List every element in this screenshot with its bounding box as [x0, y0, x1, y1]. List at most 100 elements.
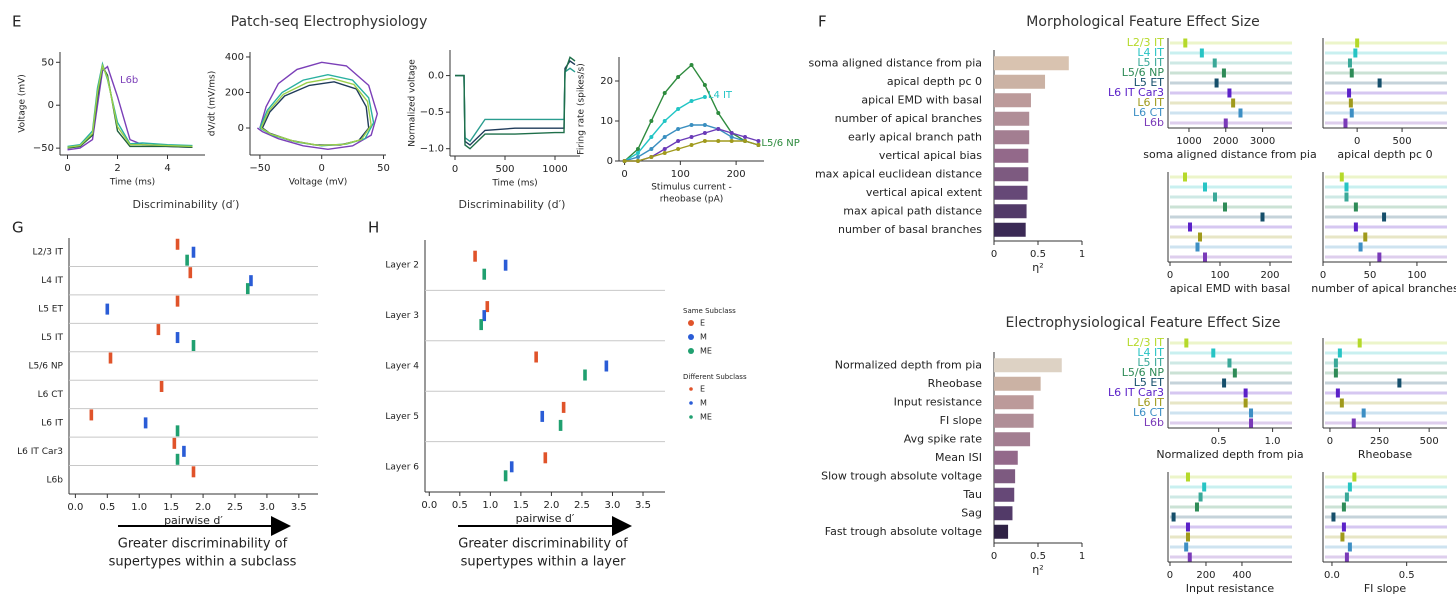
x-tick-label: 0.0	[421, 500, 437, 511]
point	[676, 107, 681, 111]
y-tick-label: 50	[41, 57, 54, 68]
category-label: Sag	[961, 506, 982, 519]
point	[635, 159, 640, 163]
x-tick-label: 0	[452, 164, 458, 175]
point	[702, 131, 707, 135]
category-label: max apical path distance	[843, 204, 982, 217]
arrow-caption: supertypes within a subclass	[109, 555, 297, 570]
panel-label: F	[818, 13, 827, 31]
x-axis-label: η²	[1032, 563, 1043, 576]
mean-marker	[1358, 242, 1363, 252]
x-tick-label: 3.5	[635, 500, 651, 511]
mean-marker	[1353, 222, 1358, 232]
mean-marker	[604, 360, 609, 372]
mean-marker	[1353, 48, 1358, 58]
mean-marker	[482, 310, 487, 322]
category-label: L2/3 IT	[32, 248, 63, 258]
mean-marker	[503, 470, 508, 482]
point	[756, 139, 761, 143]
point	[689, 143, 694, 147]
x-tick-label: 3.0	[259, 502, 275, 513]
y-axis-label: dV/dt (mV/ms)	[208, 71, 218, 136]
x-tick-label: 0.0	[67, 502, 83, 513]
x-tick-label: 0.5	[1211, 436, 1227, 447]
bar	[994, 358, 1062, 373]
mean-marker	[175, 332, 180, 344]
x-tick-label: 0.5	[452, 500, 468, 511]
category-label: Input resistance	[894, 395, 983, 408]
y-tick-label: 20	[600, 76, 613, 87]
mean-marker	[1188, 222, 1192, 232]
mean-marker	[1333, 368, 1338, 378]
category-label: L6 CT	[38, 390, 64, 400]
mean-marker	[1211, 348, 1216, 358]
bar	[994, 395, 1034, 410]
mean-marker	[543, 452, 548, 464]
bar	[994, 222, 1026, 237]
x-tick-label: 0	[1354, 136, 1360, 147]
mean-marker	[1344, 192, 1349, 202]
mean-marker	[188, 267, 193, 279]
mean-marker	[175, 295, 180, 307]
mean-marker	[1341, 522, 1346, 532]
mean-marker	[479, 319, 483, 331]
x-tick-label: 0.0	[1324, 570, 1340, 581]
point	[716, 127, 721, 131]
mean-marker	[1249, 418, 1254, 428]
mean-marker	[108, 352, 113, 364]
mean-marker	[249, 275, 253, 287]
x-tick-label: 0	[1167, 570, 1173, 581]
point	[702, 123, 707, 127]
point	[635, 155, 640, 159]
mean-marker	[1353, 202, 1358, 212]
point	[689, 135, 694, 139]
mean-marker	[1198, 232, 1202, 242]
y-tick-label: 10	[600, 116, 613, 127]
x-axis-label: Rheobase	[1358, 448, 1413, 461]
chart-title: Discriminability (d′)	[133, 198, 240, 211]
category-label: L5 ET	[1134, 376, 1165, 389]
mean-marker	[1222, 378, 1227, 388]
y-tick-label: 0	[607, 156, 613, 167]
point	[743, 139, 748, 143]
x-tick-label: 200	[727, 169, 746, 180]
mean-marker	[583, 369, 587, 381]
mean-marker	[1212, 58, 1217, 68]
x-tick-label: 3.5	[291, 502, 307, 513]
category-label: L6 IT	[1137, 96, 1164, 109]
trace	[260, 77, 372, 147]
trace	[67, 63, 193, 148]
point	[729, 135, 734, 139]
category-label: L4 IT	[1137, 346, 1164, 359]
mean-marker	[182, 445, 186, 457]
x-tick-label: 50	[377, 163, 390, 174]
point	[635, 151, 640, 155]
point	[649, 135, 654, 139]
mean-marker	[1397, 378, 1402, 388]
x-axis-label: Stimulus current -	[651, 183, 732, 193]
category-label: vertical apical extent	[866, 186, 983, 199]
category-label: L2/3 IT	[1127, 336, 1165, 349]
x-tick-label: 0.5	[99, 502, 115, 513]
legend-title: Different Subclass	[683, 373, 747, 381]
category-label: L6 IT Car3	[17, 447, 63, 457]
bar	[994, 524, 1009, 539]
mean-marker	[1243, 388, 1248, 398]
mean-marker	[1361, 408, 1366, 418]
mean-marker	[1202, 482, 1207, 492]
category-label: L5 ET	[1134, 76, 1165, 89]
x-axis-label: pairwise d′	[516, 512, 575, 525]
legend-marker	[688, 348, 694, 354]
category-label: Tau	[962, 488, 982, 501]
category-label: L5 IT	[1137, 356, 1164, 369]
mean-marker	[175, 425, 180, 437]
legend-label: E	[700, 385, 705, 394]
mean-marker	[191, 466, 196, 478]
point	[702, 83, 707, 87]
point	[702, 95, 707, 99]
mean-marker	[1331, 512, 1336, 522]
mean-marker	[1377, 78, 1382, 88]
category-label: L6 IT Car3	[1108, 86, 1164, 99]
category-label: Slow trough absolute voltage	[821, 469, 982, 482]
